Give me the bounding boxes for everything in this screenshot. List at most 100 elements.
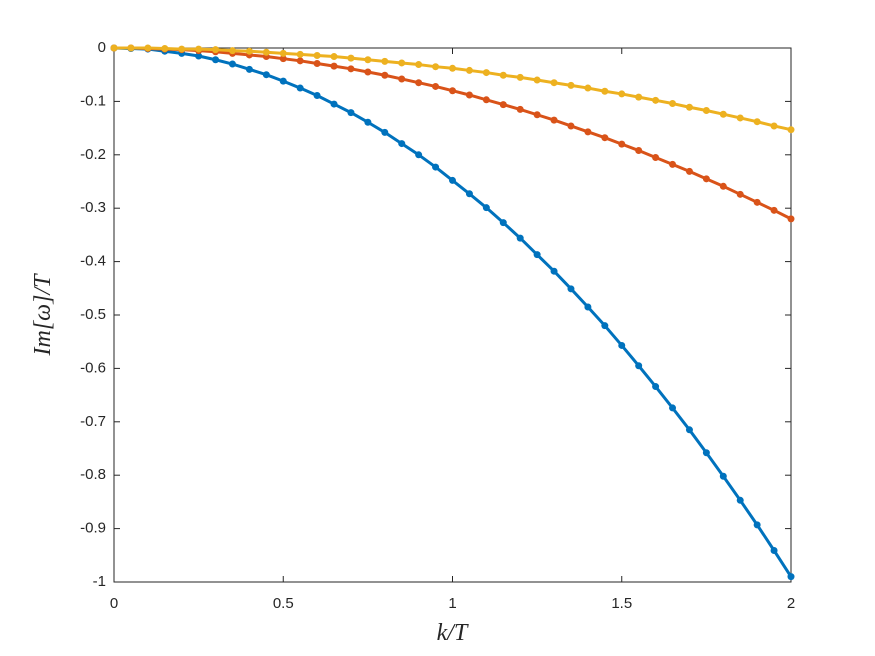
- y-tick-label: -0.8: [80, 466, 106, 483]
- data-point: [449, 64, 456, 72]
- data-point: [516, 105, 524, 113]
- data-point: [330, 62, 338, 70]
- y-tick-label: -0.6: [80, 359, 106, 376]
- plot-box: [113, 47, 792, 583]
- y-tick-label: -0.2: [80, 146, 106, 163]
- data-point: [347, 54, 355, 62]
- data-point: [330, 100, 338, 108]
- data-point: [601, 322, 609, 330]
- y-tick-label: -0.1: [80, 92, 106, 109]
- data-point: [482, 204, 490, 212]
- data-point: [432, 82, 440, 90]
- y-tick-label: -0.4: [80, 253, 106, 270]
- y-tick-label: -0.9: [80, 520, 106, 537]
- data-point: [652, 383, 660, 391]
- data-point: [415, 151, 423, 159]
- data-point: [770, 546, 778, 554]
- data-point: [228, 47, 236, 55]
- data-point: [787, 215, 795, 223]
- data-point: [381, 128, 389, 136]
- data-point: [499, 101, 507, 109]
- data-point: [364, 68, 372, 76]
- data-point: [482, 69, 490, 77]
- data-point: [702, 106, 710, 114]
- data-point: [127, 44, 135, 52]
- data-point: [702, 449, 710, 457]
- data-point: [635, 93, 643, 101]
- data-point: [787, 126, 795, 134]
- data-point: [465, 190, 473, 198]
- data-point: [110, 44, 118, 52]
- data-point: [381, 57, 389, 65]
- data-point: [685, 167, 693, 175]
- data-point: [567, 81, 575, 89]
- data-point: [601, 87, 609, 95]
- data-point: [499, 71, 507, 79]
- data-point: [685, 426, 693, 434]
- data-point: [618, 140, 626, 148]
- data-point: [770, 206, 778, 214]
- data-point: [212, 56, 220, 64]
- data-point: [449, 87, 456, 95]
- data-point: [330, 53, 338, 61]
- data-point: [516, 73, 524, 81]
- data-point: [449, 176, 456, 184]
- data-point: [736, 190, 744, 198]
- data-point: [415, 79, 423, 87]
- data-point: [482, 96, 490, 104]
- data-point: [432, 63, 440, 71]
- y-tick-label: -1: [93, 573, 106, 590]
- data-point: [398, 75, 406, 83]
- data-point: [719, 472, 727, 480]
- data-point: [381, 71, 389, 79]
- data-point: [499, 219, 507, 227]
- data-point: [398, 59, 406, 67]
- data-point: [313, 51, 321, 59]
- data-point: [736, 114, 744, 122]
- y-tick-label: -0.5: [80, 306, 106, 323]
- data-point: [635, 147, 643, 155]
- data-point: [178, 45, 186, 53]
- data-point: [144, 44, 152, 52]
- data-point: [753, 118, 761, 126]
- data-point: [584, 303, 592, 311]
- data-point: [550, 116, 558, 124]
- data-point: [347, 65, 355, 73]
- data-point: [584, 128, 592, 136]
- y-tick-label: -0.3: [80, 199, 106, 216]
- data-point: [313, 92, 321, 100]
- data-point: [669, 100, 677, 108]
- data-point: [195, 45, 203, 53]
- data-point: [212, 46, 220, 54]
- data-point: [228, 60, 236, 68]
- data-point: [161, 45, 169, 53]
- data-point: [296, 57, 304, 65]
- data-point: [398, 140, 406, 148]
- x-tick-label: 0.5: [273, 595, 294, 612]
- data-point: [550, 79, 558, 87]
- data-point: [296, 50, 304, 58]
- data-point: [364, 118, 372, 126]
- data-point: [550, 267, 558, 275]
- data-point: [567, 122, 575, 130]
- x-tick-label: 0: [110, 595, 118, 612]
- data-point: [195, 52, 203, 60]
- data-point: [245, 65, 253, 73]
- x-tick-label: 2: [787, 595, 795, 612]
- data-point: [262, 71, 270, 79]
- data-point: [347, 109, 355, 117]
- data-point: [279, 49, 287, 57]
- data-point: [279, 55, 287, 63]
- data-point: [279, 77, 287, 85]
- data-point: [618, 341, 626, 349]
- data-point: [432, 163, 440, 171]
- data-point: [787, 573, 795, 581]
- x-tick-label: 1.5: [611, 595, 632, 612]
- data-point: [465, 66, 473, 74]
- x-axis-label: k/T: [437, 620, 469, 646]
- data-point: [669, 404, 677, 412]
- data-point: [736, 496, 744, 504]
- data-point: [770, 122, 778, 130]
- y-tick-label: -0.7: [80, 413, 106, 430]
